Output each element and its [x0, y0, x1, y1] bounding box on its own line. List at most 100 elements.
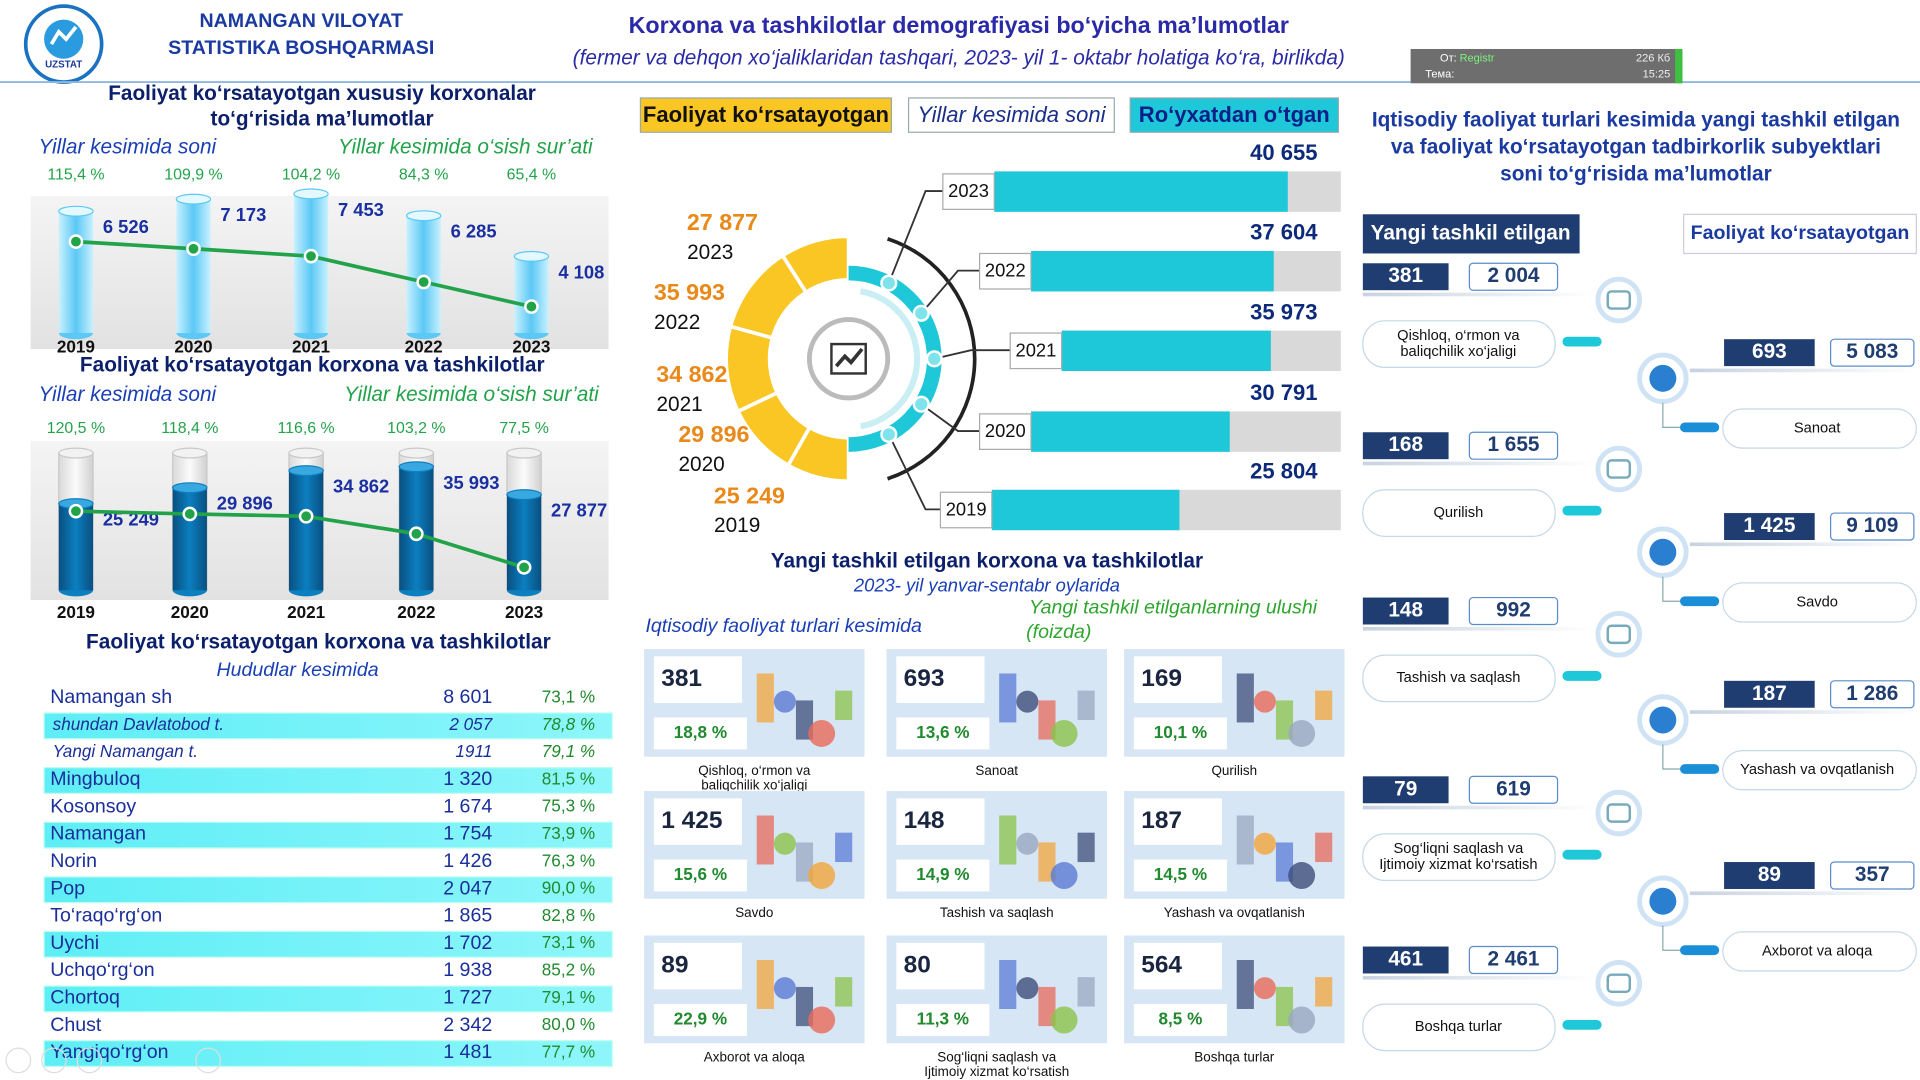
value-label: 6 526	[103, 216, 149, 237]
icon	[1595, 445, 1643, 493]
card-illustration	[999, 673, 1017, 723]
card-illustration	[808, 720, 836, 747]
card-count: 187	[1141, 807, 1182, 834]
card-illustration	[835, 690, 853, 720]
value-label: 25 804	[1250, 458, 1318, 483]
value-label: 35 973	[1250, 299, 1317, 324]
legend-box	[1129, 97, 1339, 133]
icon	[1595, 611, 1643, 658]
growth-point	[186, 241, 201, 257]
notification-flag	[1675, 48, 1683, 84]
card-illustration	[1315, 690, 1333, 720]
card-share: 10,1 %	[1154, 722, 1207, 742]
value-label: 34 862	[656, 361, 727, 387]
value-label: 6 285	[451, 221, 497, 242]
row-highlight	[43, 985, 613, 1013]
count-box	[1133, 798, 1223, 845]
share-box	[653, 1004, 747, 1036]
new-count: 89	[1758, 863, 1781, 886]
active-count: 9 109	[1846, 514, 1898, 537]
column-header: Yangi tashkil etilgan	[1371, 221, 1571, 244]
region-name: Yangiqo‘rg‘on	[50, 1041, 168, 1063]
card-label: Qurilish	[1211, 763, 1257, 778]
bar-cap	[293, 188, 329, 200]
pill	[1562, 1020, 1602, 1030]
label-box	[1362, 489, 1556, 537]
value-label: 34 862	[333, 476, 389, 497]
icon	[1595, 276, 1643, 324]
label-box	[1362, 833, 1556, 882]
activity-label: Boshqa turlar	[1415, 1019, 1502, 1035]
value-label: 29 896	[678, 421, 749, 447]
activity-label: Ijtimoiy xizmat ko‘rsatish	[1379, 857, 1537, 873]
growth-point	[516, 560, 532, 575]
region-share: 80,0 %	[542, 1014, 595, 1034]
nav-button	[195, 1047, 222, 1074]
card-illustration	[773, 832, 796, 855]
x-tick-label: 2021	[287, 602, 326, 622]
legend-box	[907, 97, 1115, 133]
share-box	[896, 1004, 990, 1036]
new-count: 1 425	[1743, 514, 1795, 537]
card-illustration	[1016, 977, 1039, 1000]
card-count: 564	[1141, 952, 1182, 979]
category-label: 2020	[678, 453, 724, 476]
chart-title: Faoliyat ko‘rsatayotgan korxona va tashk…	[80, 354, 545, 377]
card-count: 381	[661, 665, 702, 692]
card-illustration	[756, 815, 774, 865]
icon	[1595, 789, 1643, 837]
fade-line	[1689, 710, 1917, 714]
card-illustration	[1288, 720, 1316, 747]
activity-label: Tashish va saqlash	[1396, 670, 1520, 686]
bar	[406, 215, 441, 334]
new-count: 79	[1394, 777, 1417, 800]
region-name: Uychi	[50, 932, 99, 954]
x-tick-label: 2022	[397, 602, 435, 622]
card-label: Axborot va aloqa	[704, 1050, 805, 1065]
region-name: Uchqo‘rg‘on	[50, 959, 154, 981]
region-name: Pop	[50, 877, 85, 899]
activity-label: Qurilish	[1433, 505, 1483, 521]
active-count: 619	[1496, 777, 1531, 800]
new-box	[1362, 946, 1449, 974]
region-name: Yangi Namangan t.	[53, 741, 198, 761]
region-count: 1 320	[443, 768, 492, 790]
active-count: 357	[1855, 863, 1890, 886]
region-count: 1 426	[443, 850, 492, 872]
pill	[1680, 422, 1720, 433]
region-name: Kosonsoy	[50, 795, 136, 817]
card-label: Sanoat	[975, 763, 1018, 778]
row-highlight	[43, 821, 613, 849]
active-count: 1 655	[1487, 433, 1539, 456]
region-share: 78,8 %	[542, 714, 595, 734]
card-count: 1 425	[661, 807, 722, 834]
card-illustration	[1077, 977, 1095, 1007]
growth-point	[298, 508, 314, 524]
connector-dot	[880, 274, 898, 292]
bar-cap	[398, 461, 435, 473]
new-count: 148	[1388, 599, 1423, 622]
new-count: 461	[1388, 948, 1423, 971]
section-subtitle: 2023- yil yanvar-sentabr oylarida	[853, 574, 1120, 595]
count-box	[1133, 942, 1223, 990]
fade-line	[1362, 805, 1596, 810]
header-box	[1683, 213, 1917, 255]
label-box	[1362, 320, 1556, 368]
ring	[859, 288, 921, 430]
org-name: STATISTIKA BOSHQARMASI	[168, 37, 434, 59]
count-box	[1133, 656, 1223, 703]
connector	[920, 269, 980, 314]
section-label: Iqtisodiy faoliyat turlari kesimida	[645, 615, 921, 637]
bar-track-cap	[172, 447, 208, 459]
notification-text: 226 Кб	[1636, 53, 1670, 65]
bar	[514, 256, 549, 334]
region-share: 79,1 %	[542, 987, 595, 1007]
bar-cap	[506, 489, 542, 501]
bar-cap	[405, 210, 442, 222]
new-box	[1724, 513, 1815, 540]
bar	[58, 211, 94, 334]
year-box	[1009, 332, 1063, 370]
new-count: 168	[1388, 433, 1423, 456]
card-count: 89	[661, 952, 688, 979]
card-illustration	[808, 862, 836, 889]
